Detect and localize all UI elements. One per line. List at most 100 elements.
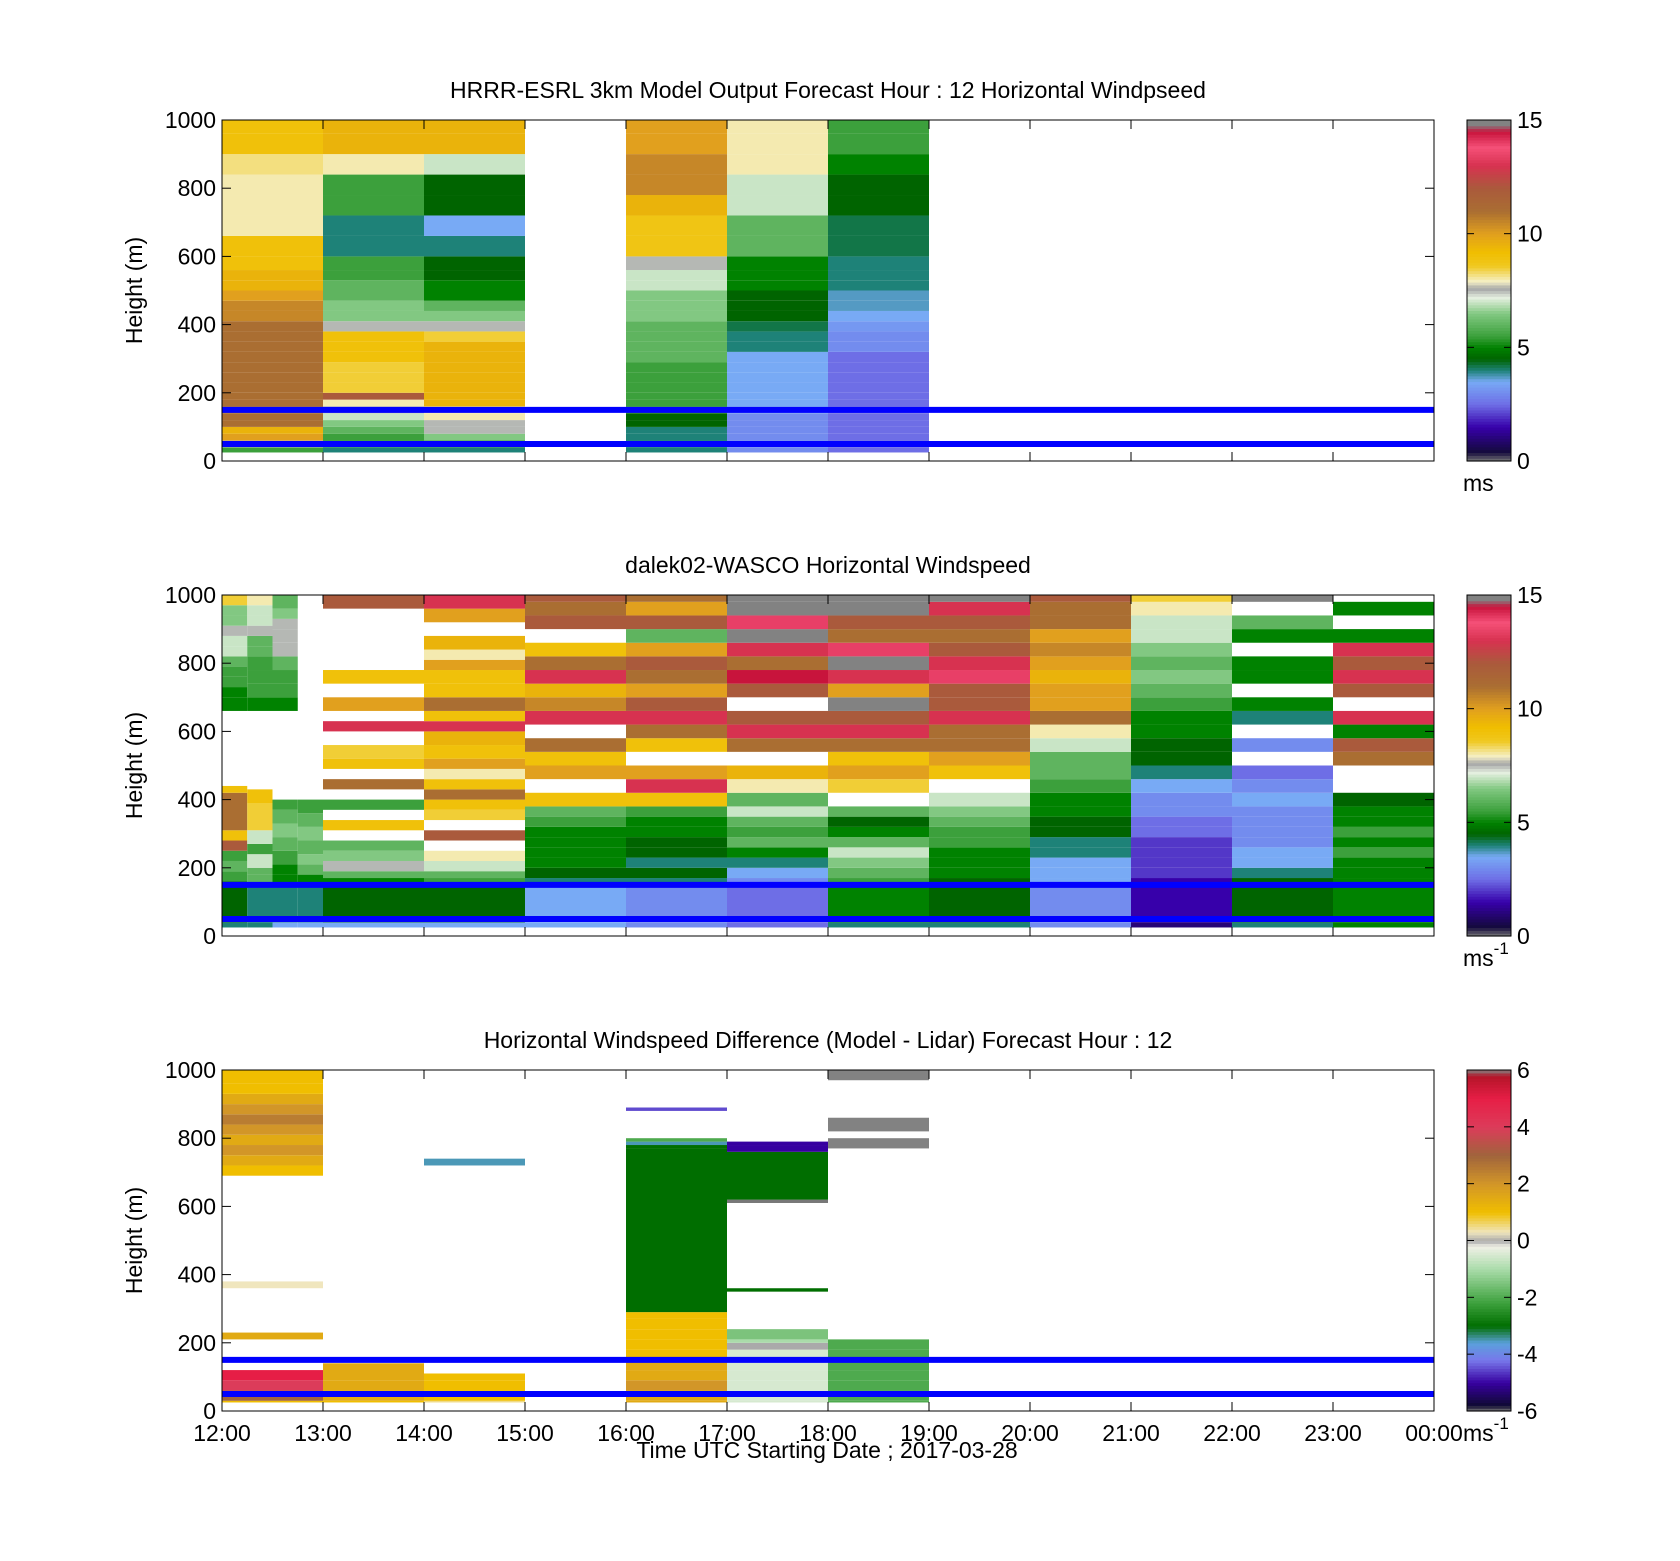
heatmap-cell [929, 806, 1030, 817]
heatmap-cell [626, 154, 727, 175]
heatmap-cell [626, 310, 727, 322]
heatmap-cell [828, 1359, 929, 1371]
heatmap-cell [828, 615, 929, 630]
heatmap-cell [323, 133, 424, 155]
heatmap-cell [1030, 615, 1131, 630]
heatmap-cell [626, 399, 727, 407]
heatmap-cell [727, 1145, 828, 1152]
colorbar-segment [1467, 1288, 1511, 1293]
heatmap-cell [1232, 595, 1333, 602]
heatmap-cell [323, 922, 424, 928]
heatmap-cell [929, 878, 1030, 885]
colorbar-segment [1467, 899, 1511, 903]
heatmap-cell [626, 779, 727, 793]
heatmap-cell [626, 300, 727, 311]
heatmap-cell [1232, 615, 1333, 630]
heatmap-cell [929, 710, 1030, 725]
heatmap-cell [323, 860, 424, 872]
heatmap-cell [222, 300, 323, 311]
colorbar-segment [1467, 441, 1511, 445]
heatmap-cell [1030, 751, 1131, 766]
colorbar-segment [1467, 666, 1511, 670]
colorbar-segment [1467, 1115, 1511, 1119]
heatmap-cell [424, 154, 525, 175]
colorbar-segment [1467, 395, 1511, 400]
heatmap-cell [323, 351, 424, 363]
colorbar-unit: ms-1 [1463, 1414, 1509, 1446]
colorbar-segment [1467, 845, 1511, 849]
heatmap-cell [1232, 816, 1333, 827]
colorbar-segment [1467, 1328, 1511, 1333]
colorbar-tick-label: 0 [1517, 448, 1530, 474]
colorbar-segment [1467, 1283, 1511, 1287]
heatmap-cell [1030, 847, 1131, 858]
colorbar-segment [1467, 1254, 1511, 1259]
heatmap-cell [247, 854, 273, 868]
colorbar-segment [1467, 796, 1511, 801]
heatmap-cell [626, 1318, 727, 1330]
heatmap-cell [525, 878, 626, 885]
heatmap-cell [828, 290, 929, 301]
heatmap-cell [929, 922, 1030, 928]
colorbar-segment [1467, 1376, 1511, 1381]
heatmap-cell [247, 683, 273, 698]
colorbar-segment [1467, 148, 1511, 152]
heatmap-cell [626, 1349, 727, 1360]
colorbar-segment [1467, 202, 1511, 206]
heatmap-cell [247, 830, 273, 844]
colorbar-segment [1467, 389, 1511, 394]
colorbar-segment [1467, 671, 1511, 676]
heatmap-cell [1232, 670, 1333, 684]
heatmap-cell [222, 420, 323, 427]
colorbar-segment [1467, 850, 1511, 855]
colorbar-segment [1467, 353, 1511, 357]
heatmap-cell [626, 629, 727, 643]
y-tick-label: 200 [178, 380, 216, 406]
heatmap-cell [323, 256, 424, 271]
heatmap-cell [929, 816, 1030, 827]
colorbar-segment [1467, 737, 1511, 741]
colorbar-segment [1467, 1357, 1511, 1361]
heatmap-cell [626, 195, 727, 216]
colorbar-segment [1467, 825, 1511, 829]
heatmap-cell [323, 595, 424, 609]
colorbar-tick-label: 4 [1517, 1114, 1530, 1140]
colorbar-segment [1467, 1223, 1511, 1227]
colorbar-segment [1467, 1300, 1511, 1304]
colorbar-segment [1467, 1195, 1511, 1199]
colorbar-segment [1467, 731, 1511, 735]
heatmap-cell [929, 738, 1030, 752]
colorbar-segment [1467, 125, 1511, 130]
heatmap-cell [424, 731, 525, 746]
colorbar-segment [1467, 631, 1511, 636]
colorbar-segment [1467, 156, 1511, 161]
colorbar-segment [1467, 1081, 1511, 1085]
heatmap-cell [929, 792, 1030, 807]
heatmap-cell [424, 433, 525, 441]
heatmap-cell [222, 270, 323, 281]
colorbar-segment [1467, 609, 1511, 613]
colorbar-segment [1467, 159, 1511, 164]
heatmap-cell [323, 721, 424, 732]
colorbar-segment [1467, 1388, 1511, 1392]
colorbar-segment [1467, 1277, 1511, 1281]
heatmap-cell [272, 809, 298, 824]
heatmap-cell [626, 857, 727, 868]
colorbar-segment [1467, 318, 1511, 323]
heatmap-cell [828, 351, 929, 363]
colorbar-segment [1467, 1359, 1511, 1364]
heatmap-cell [247, 625, 273, 636]
colorbar-segment [1467, 1408, 1511, 1412]
heatmap-cell [1333, 642, 1434, 657]
colorbar-segment [1467, 296, 1511, 300]
colorbar-segment [1467, 862, 1511, 866]
heatmap-cell [727, 1359, 828, 1371]
heatmap-cell [222, 1124, 323, 1135]
heatmap-cell [929, 847, 1030, 858]
heatmap-cell [727, 413, 828, 421]
heatmap-cell [626, 1339, 727, 1350]
heatmap-cell [222, 635, 248, 647]
y-tick-label: 0 [203, 923, 216, 949]
heatmap-cell [727, 837, 828, 848]
heatmap-cell [727, 447, 828, 453]
